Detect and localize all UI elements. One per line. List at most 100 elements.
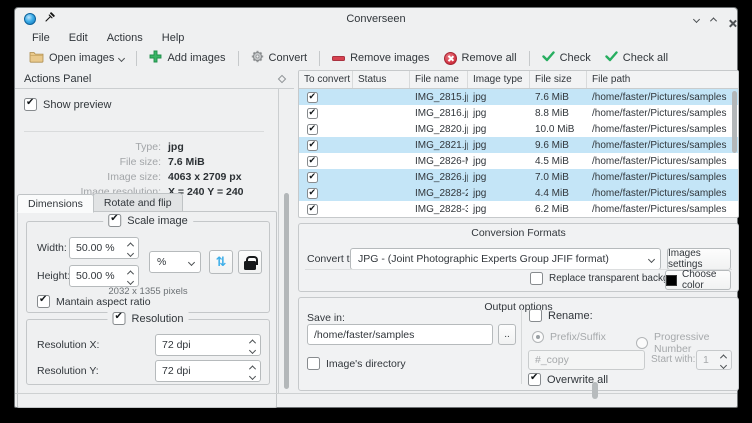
images-settings-button[interactable]: Images settings	[667, 248, 731, 270]
column-header-status[interactable]: Status	[353, 71, 410, 88]
rename-pattern-input[interactable]: #_copy	[528, 350, 645, 370]
spin-down-icon[interactable]	[126, 277, 135, 286]
spin-up-icon[interactable]	[126, 270, 135, 278]
width-spinbox[interactable]: 50.00 %	[69, 237, 139, 259]
resolution-x-spinbox[interactable]: 72 dpi	[155, 334, 261, 356]
checkbox-icon	[530, 272, 543, 285]
checkbox-icon	[112, 311, 126, 325]
table-row[interactable]: IMG_2815.jpg jpg 7.6 MiB /home/faster/Pi…	[299, 89, 738, 105]
dimensions-tab-panel: Scale image Width: 50.00 % Height: 50.00…	[17, 211, 277, 408]
minimize-button[interactable]	[692, 13, 701, 25]
table-row[interactable]: IMG_2828-2.jpg jpg 4.4 MiB /home/faster/…	[299, 185, 738, 201]
check-button[interactable]: Check	[535, 49, 598, 67]
tab-rotate-and-flip[interactable]: Rotate and flip	[92, 193, 183, 212]
folder-icon	[29, 50, 44, 66]
choose-color-button[interactable]: Choose color	[665, 269, 731, 291]
row-checkbox[interactable]	[307, 155, 318, 167]
cell-file-name: IMG_2826-Mo...	[415, 155, 468, 167]
progressive-number-radio[interactable]: Progressive Number	[636, 331, 738, 355]
check-all-button[interactable]: Check all	[598, 49, 675, 67]
cell-file-name: IMG_2815.jpg	[415, 91, 468, 103]
row-checkbox[interactable]	[307, 107, 318, 119]
spin-up-icon[interactable]	[126, 242, 135, 250]
row-checkbox[interactable]	[307, 91, 318, 103]
maintain-aspect-checkbox[interactable]: Mantain aspect ratio	[37, 294, 151, 308]
height-spinbox[interactable]: 50.00 %	[69, 265, 139, 287]
dock-scrollbar-thumb[interactable]	[284, 193, 289, 389]
refresh-icon	[216, 255, 227, 270]
scrollbar-grip[interactable]	[592, 382, 598, 399]
row-checkbox[interactable]	[307, 171, 318, 183]
column-header-file-name[interactable]: File name	[410, 71, 468, 88]
lock-aspect-button[interactable]	[238, 250, 262, 274]
prefix-suffix-label: Prefix/Suffix	[550, 331, 606, 343]
info-label: Type:	[135, 141, 161, 153]
browse-button[interactable]: ..	[498, 324, 516, 345]
conversion-formats-panel: Conversion Formats Convert to: JPG - (Jo…	[298, 223, 739, 292]
dock-float-icon[interactable]	[277, 74, 287, 83]
titlebar[interactable]: Converseen	[15, 8, 737, 29]
replace-background-checkbox[interactable]: Replace transparent background	[530, 272, 694, 285]
table-row[interactable]: IMG_2828-3.jpg jpg 6.2 MiB /home/faster/…	[299, 201, 738, 217]
remove-images-label: Remove images	[350, 52, 430, 64]
menu-help[interactable]: Help	[161, 32, 185, 44]
tab-dimensions[interactable]: Dimensions	[17, 194, 94, 213]
scale-image-checkbox[interactable]: Scale image	[103, 213, 193, 227]
check-all-label: Check all	[622, 52, 669, 64]
menu-file[interactable]: File	[32, 32, 50, 44]
info-label: File size:	[119, 156, 161, 168]
spin-up-icon[interactable]	[719, 354, 728, 362]
menu-actions[interactable]: Actions	[106, 32, 143, 44]
file-table-body: IMG_2815.jpg jpg 7.6 MiB /home/faster/Pi…	[299, 89, 738, 217]
convert-button[interactable]: Convert	[244, 48, 315, 68]
prefix-suffix-radio[interactable]: Prefix/Suffix	[532, 331, 606, 343]
cell-file-name: IMG_2821.jpg	[415, 139, 468, 151]
remove-all-button[interactable]: Remove all	[437, 50, 524, 67]
resolution-checkbox[interactable]: Resolution	[107, 311, 189, 325]
menu-edit[interactable]: Edit	[68, 32, 88, 44]
info-value-resolution: X = 240 Y = 240	[168, 186, 244, 198]
column-header-to-convert[interactable]: To convert	[299, 71, 353, 88]
cell-image-type: jpg	[473, 155, 487, 167]
output-options-panel: Output options Save in: /home/faster/sam…	[298, 297, 739, 391]
table-row[interactable]: IMG_2820.jpg jpg 10.0 MiB /home/faster/P…	[299, 121, 738, 137]
resolution-y-spinbox[interactable]: 72 dpi	[155, 360, 261, 382]
table-scrollbar-thumb[interactable]	[732, 91, 737, 153]
images-directory-checkbox[interactable]: Image's directory	[307, 357, 406, 370]
chevron-down-icon	[187, 258, 196, 267]
table-row[interactable]: IMG_2826-Mo... jpg 4.5 MiB /home/faster/…	[299, 153, 738, 169]
spin-up-icon[interactable]	[248, 365, 257, 373]
rename-pattern-value: #_copy	[535, 354, 569, 366]
open-images-button[interactable]: Open images	[22, 48, 131, 68]
maximize-button[interactable]	[709, 13, 718, 25]
actions-panel-dock: Actions Panel Show preview Type: jpg Fil…	[15, 69, 294, 408]
convert-label: Convert	[268, 52, 308, 64]
spin-down-icon[interactable]	[719, 361, 728, 370]
table-row[interactable]: IMG_2826.jpg jpg 7.0 MiB /home/faster/Pi…	[299, 169, 738, 185]
column-header-image-type[interactable]: Image type	[468, 71, 530, 88]
remove-images-button[interactable]: Remove images	[325, 50, 436, 66]
radio-icon	[532, 331, 544, 343]
row-checkbox[interactable]	[307, 203, 318, 215]
table-row[interactable]: IMG_2821.jpg jpg 9.6 MiB /home/faster/Pi…	[299, 137, 738, 153]
add-images-button[interactable]: Add images	[142, 48, 232, 68]
spin-down-icon[interactable]	[126, 249, 135, 258]
spin-up-icon[interactable]	[248, 339, 257, 347]
row-checkbox[interactable]	[307, 123, 318, 135]
refresh-button[interactable]	[209, 250, 233, 274]
row-checkbox[interactable]	[307, 187, 318, 199]
format-combobox[interactable]: JPG - (Joint Photographic Experts Group …	[350, 248, 661, 270]
save-in-label: Save in:	[307, 312, 345, 324]
column-header-file-path[interactable]: File path	[592, 74, 631, 85]
spin-down-icon[interactable]	[248, 372, 257, 381]
show-preview-checkbox[interactable]: Show preview	[24, 97, 111, 111]
start-with-spinbox[interactable]: 1	[696, 350, 732, 370]
rename-checkbox[interactable]: Rename:	[529, 309, 593, 322]
save-path-input[interactable]: /home/faster/samples	[307, 324, 493, 345]
spin-down-icon[interactable]	[248, 346, 257, 355]
column-header-file-size[interactable]: File size	[530, 71, 587, 88]
unit-combobox[interactable]: %	[149, 251, 201, 273]
table-row[interactable]: IMG_2816.jpg jpg 8.8 MiB /home/faster/Pi…	[299, 105, 738, 121]
row-checkbox[interactable]	[307, 139, 318, 151]
